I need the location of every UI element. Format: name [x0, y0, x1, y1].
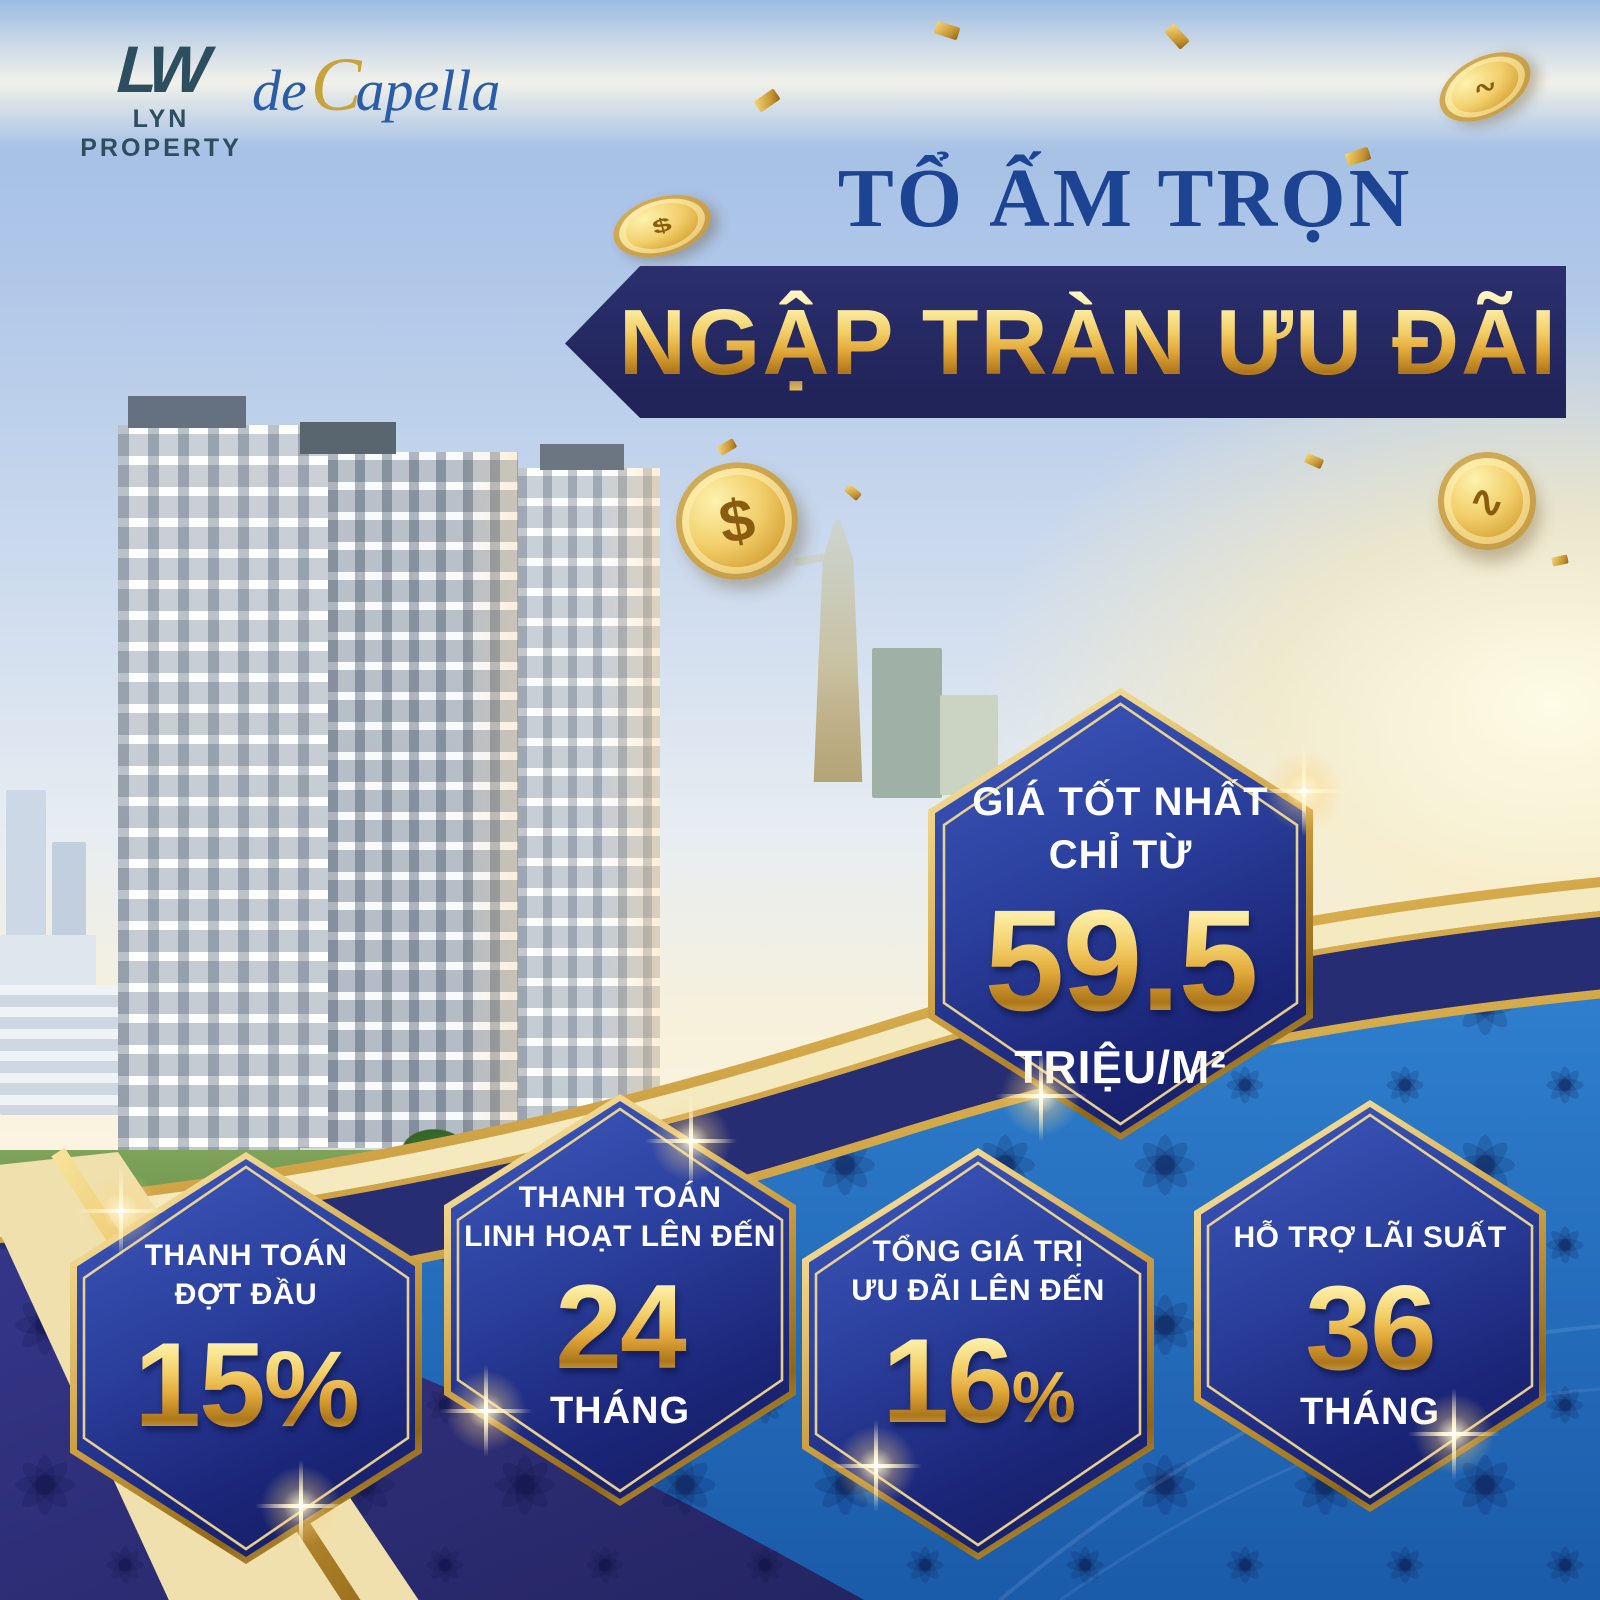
rooftop-structure [128, 396, 246, 428]
offer-line1: TỔNG GIÁ TRỊ [872, 1235, 1084, 1268]
offer-below: THÁNG [1299, 1391, 1441, 1434]
residence-tower-left-face [118, 425, 328, 1225]
rooftop-structure [540, 444, 624, 470]
price-unit: TRIỆU/M² [1014, 1041, 1227, 1094]
horizon-haze [0, 0, 1600, 150]
offer-below: THÁNG [549, 1390, 691, 1433]
offer-line1: THANH TOÁN [144, 1239, 348, 1272]
offer-badge-total-discount: TỔNG GIÁ TRỊ ƯU ĐÃI LÊN ĐẾN 16% [802, 1148, 1154, 1560]
promo-banner: NGẬP TRÀN ƯU ĐÃI [565, 266, 1566, 418]
project-logo-initial: C [310, 43, 362, 127]
distant-tower [872, 648, 942, 798]
promo-banner-text: NGẬP TRÀN ƯU ĐÃI [618, 289, 1559, 394]
offer-line1: HỖ TRỢ LÃI SUẤT [1233, 1221, 1507, 1254]
rooftop-structure [300, 422, 396, 454]
project-logo: deCapella [252, 42, 552, 129]
lyn-monogram-icon: LW [109, 32, 213, 106]
price-value: 59.5 [928, 887, 1313, 1035]
project-logo-de: de [252, 58, 307, 123]
offer-value: 36 [1194, 1267, 1546, 1389]
price-line1: GIÁ TỐT NHẤT [972, 780, 1269, 824]
project-logo-rest: apella [355, 58, 501, 123]
offer-badge-interest-support: HỖ TRỢ LÃI SUẤT 36 THÁNG [1194, 1100, 1546, 1512]
price-badge: GIÁ TỐT NHẤT CHỈ TỪ 59.5 TRIỆU/M² [928, 688, 1313, 1140]
offer-value: 16% [802, 1320, 1154, 1442]
offer-line1: THANH TOÁN [518, 1181, 722, 1214]
price-line2: CHỈ TỪ [1048, 832, 1193, 877]
distant-building [6, 790, 46, 950]
offer-line2: ƯU ĐÃI LÊN ĐẾN [851, 1274, 1105, 1307]
offer-badge-down-payment: THANH TOÁN ĐỢT ĐẦU 15% [70, 1152, 422, 1564]
offer-value: 15% [70, 1324, 422, 1446]
palm-tree [388, 1120, 493, 1256]
offer-line2: ĐỢT ĐẦU [174, 1278, 318, 1311]
offer-line2: LINH HOẠT LÊN ĐẾN [464, 1220, 776, 1253]
offer-value: 24 [444, 1266, 796, 1388]
headline-title: TỔ ẤM TRỌN VẸN [837, 152, 1413, 342]
developer-logo: LW LYN PROPERTY [66, 32, 256, 163]
developer-name: LYN PROPERTY [80, 104, 242, 162]
offer-badge-flexible-payment: THANH TOÁN LINH HOẠT LÊN ĐẾN 24 THÁNG [444, 1094, 796, 1506]
